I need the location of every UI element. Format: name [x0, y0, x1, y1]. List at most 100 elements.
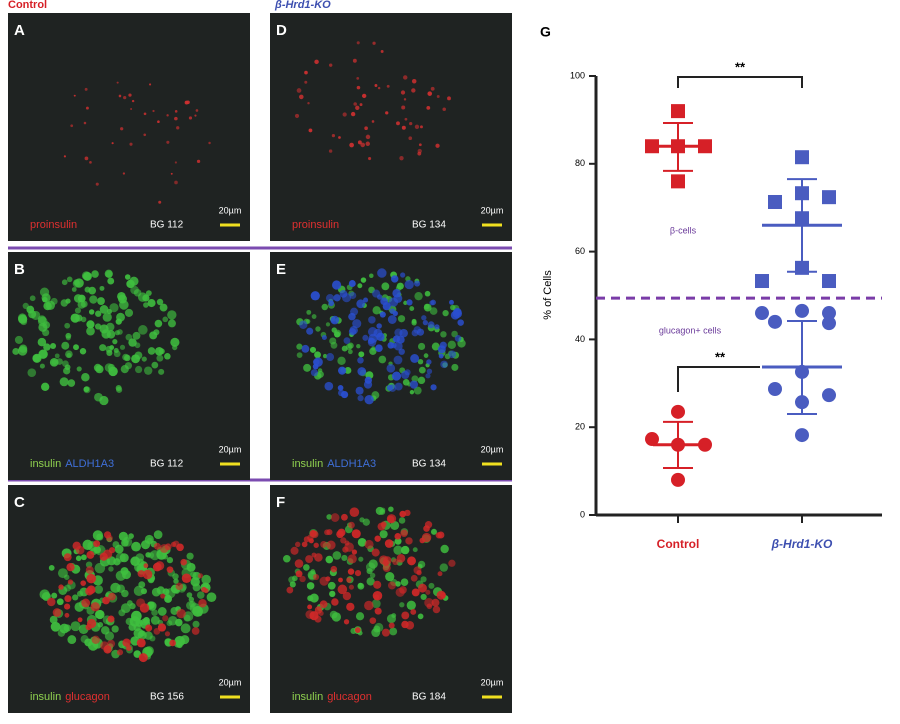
cell: [432, 605, 441, 614]
cell: [43, 301, 52, 311]
cell: [369, 617, 377, 624]
cell: [333, 329, 342, 338]
cell: [418, 366, 426, 374]
cell: [127, 600, 133, 606]
panel-letter: A: [14, 22, 25, 39]
cell: [130, 285, 139, 295]
cell: [138, 581, 146, 589]
cell: [346, 577, 352, 583]
cell: [156, 298, 164, 306]
cell: [348, 328, 357, 336]
data-point: [671, 104, 685, 119]
cell: [386, 514, 397, 524]
cell: [144, 366, 153, 375]
cell: [426, 105, 431, 110]
cell: [453, 307, 462, 317]
cell: [409, 389, 415, 395]
cell: [436, 94, 440, 98]
cell: [64, 322, 71, 329]
cell: [122, 638, 131, 647]
cell: [376, 323, 382, 329]
cell: [400, 545, 410, 555]
cell: [387, 315, 397, 324]
cell: [121, 589, 129, 598]
data-point: [671, 472, 685, 487]
cell: [188, 596, 195, 603]
cell: [378, 355, 387, 364]
cell: [99, 305, 109, 314]
cell: [363, 297, 369, 303]
cell: [86, 326, 95, 336]
cell: [399, 155, 404, 161]
panel-letter: F: [276, 494, 285, 511]
cell: [364, 600, 374, 611]
cell: [418, 583, 427, 593]
cell: [425, 373, 431, 379]
cell: [145, 290, 152, 297]
cell: [354, 627, 361, 634]
cell: [344, 366, 352, 374]
cell: [42, 328, 50, 337]
significance-bracket: [677, 366, 760, 392]
cell: [409, 306, 415, 312]
y-axis-label: % of Cells: [542, 270, 554, 320]
data-point: [768, 382, 782, 397]
micrograph: [270, 13, 512, 241]
cell: [361, 93, 367, 99]
cell: [430, 528, 437, 535]
cell: [153, 329, 160, 336]
cell: [339, 290, 348, 298]
cell: [128, 533, 134, 540]
cell: [95, 310, 102, 317]
cell: [388, 506, 394, 512]
cell: [326, 514, 333, 520]
cell: [174, 116, 178, 121]
cell: [136, 638, 146, 648]
cell: [195, 109, 199, 112]
cell: [442, 309, 449, 317]
cell: [343, 619, 350, 625]
cell: [439, 563, 449, 572]
cell: [296, 88, 302, 93]
cell: [124, 308, 134, 317]
glucose-label: BG 184: [412, 692, 446, 703]
cell: [362, 518, 370, 526]
cell: [73, 94, 76, 97]
cell: [70, 313, 80, 323]
cell: [357, 140, 362, 145]
cell: [408, 136, 413, 141]
cell: [358, 351, 365, 358]
cell: [175, 582, 184, 591]
cell: [73, 344, 79, 351]
cell: [321, 334, 327, 341]
cell: [420, 593, 427, 601]
cell: [153, 542, 161, 550]
cell: [166, 114, 169, 117]
cell: [377, 268, 387, 278]
cell: [157, 120, 160, 124]
cell: [143, 133, 147, 137]
cell: [116, 81, 119, 84]
data-point: [795, 428, 809, 443]
cell: [296, 343, 303, 350]
cell: [372, 289, 381, 298]
cell: [151, 361, 159, 369]
cell: [330, 317, 337, 324]
glucose-label: BG 156: [150, 692, 184, 703]
cell: [411, 320, 417, 326]
cell: [143, 563, 149, 569]
cell: [449, 299, 454, 305]
cell: [308, 128, 313, 133]
cell: [42, 296, 48, 303]
cell: [356, 343, 361, 349]
cell: [133, 585, 145, 596]
cell: [397, 315, 406, 323]
cell: [369, 273, 374, 278]
cell: [347, 568, 355, 575]
cell: [424, 290, 431, 297]
data-point: [755, 306, 769, 321]
cell: [448, 559, 456, 567]
cell: [337, 356, 346, 366]
